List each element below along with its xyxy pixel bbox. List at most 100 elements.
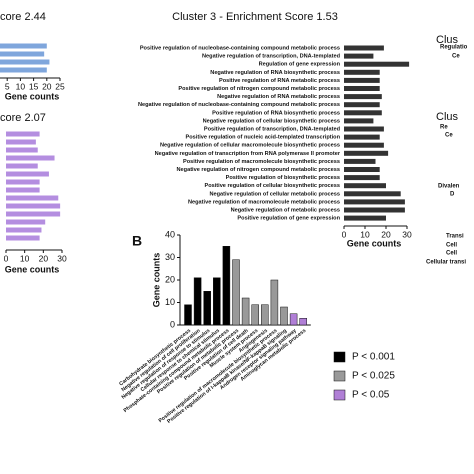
bar <box>344 61 410 67</box>
bar <box>344 110 382 116</box>
cropped-text: Divalen <box>438 184 460 190</box>
category-label: Positive regulation of RNA metabolic pro… <box>219 78 340 84</box>
category-label: Positive regulation of RNA biosynthetic … <box>212 110 340 116</box>
bar <box>344 69 380 75</box>
category-label: Positive regulation of nucleobase-contai… <box>140 45 340 51</box>
bar <box>344 134 380 140</box>
bar <box>344 126 384 132</box>
category-label: Negative regulation of RNA metabolic pro… <box>217 94 340 100</box>
bar <box>344 199 405 205</box>
bar <box>6 131 40 137</box>
bar <box>344 142 384 148</box>
category-label: Negative regulation of metabolic process <box>231 207 340 213</box>
category-label: Negative regulation of cellular metaboli… <box>209 191 340 197</box>
bar <box>344 207 405 213</box>
bar <box>6 195 59 201</box>
bar <box>344 167 380 172</box>
legend-swatch <box>333 351 346 363</box>
x-tick-label: 0 <box>342 229 347 239</box>
cropped-text: Ce <box>452 54 460 60</box>
x-tick-label: 30 <box>402 229 412 239</box>
category-label: Positive regulation of transcription, DN… <box>204 126 341 132</box>
bar <box>203 291 211 326</box>
bar <box>6 171 49 177</box>
bar <box>344 53 374 59</box>
bar <box>6 227 42 233</box>
bar <box>6 147 38 153</box>
y-tick-label: 10 <box>165 297 175 307</box>
category-label: Positive regulation of nitrogen compound… <box>178 86 340 92</box>
x-tick-label: 15 <box>29 81 39 91</box>
bar <box>213 277 221 326</box>
x-axis-label: Gene counts <box>347 238 402 248</box>
cropped-text: Ce <box>445 133 453 139</box>
x-tick-label: 10 <box>16 81 26 91</box>
x-tick-label: 10 <box>360 229 370 239</box>
bar <box>344 77 380 83</box>
bar <box>222 246 231 326</box>
cropped-text: D <box>450 192 455 198</box>
bar <box>251 304 259 326</box>
x-tick-label: 25 <box>55 81 65 91</box>
bar <box>241 297 250 326</box>
bar <box>344 183 386 189</box>
bar <box>344 150 389 156</box>
bar <box>344 102 380 108</box>
category-label: Negative regulation of nitrogen compound… <box>177 167 340 173</box>
bar <box>6 155 55 161</box>
chart-title: Cluster 3 - Enrichment Score 1.53 <box>172 11 338 23</box>
chart-title: core 2.07 <box>0 112 46 124</box>
bar <box>184 304 192 326</box>
category-label: Negative regulation of RNA biosynthetic … <box>210 70 340 76</box>
y-tick-label: 20 <box>165 274 175 284</box>
cropped-text: Clus <box>436 111 459 123</box>
cropped-text: Cellular transi <box>426 260 466 266</box>
x-tick-label: 0 <box>4 253 9 263</box>
bar <box>0 51 45 57</box>
bar <box>6 163 38 169</box>
cropped-text: Re <box>440 125 448 131</box>
category-label: Negative regulation of cellular biosynth… <box>203 118 340 124</box>
legend-label: P < 0.025 <box>352 371 395 382</box>
cropped-text: Cell <box>446 251 457 257</box>
bar <box>0 67 47 73</box>
bar <box>344 45 384 51</box>
bar <box>344 215 386 221</box>
legend-label: P < 0.001 <box>352 352 395 363</box>
legend-swatch <box>333 370 346 382</box>
category-label: Positive regulation of biosynthetic proc… <box>226 175 340 181</box>
bar <box>6 179 40 185</box>
bar <box>344 191 401 197</box>
legend-label: P < 0.05 <box>352 390 390 401</box>
category-label: Negative regulation of transcription, DN… <box>202 54 341 60</box>
y-axis-label: Gene counts <box>151 253 161 308</box>
category-label: Negative regulation of cellular macromol… <box>160 143 340 149</box>
legend-swatch <box>333 389 346 401</box>
category-label: Regulation of gene expression <box>259 62 341 68</box>
y-tick-label: 30 <box>165 252 175 262</box>
category-label: Negative regulation of nucleobase-contai… <box>138 102 340 108</box>
category-label: Negative regulation of transcription fro… <box>155 151 341 157</box>
cropped-text: Transi <box>446 234 464 240</box>
bar <box>344 118 374 124</box>
bar <box>344 158 376 164</box>
category-label: Positive regulation of macromolecule bio… <box>183 159 340 165</box>
bar <box>0 43 47 49</box>
bar <box>299 318 307 326</box>
bar <box>344 175 380 181</box>
bar <box>232 259 240 326</box>
bar <box>344 94 382 100</box>
x-axis-label: Gene counts <box>5 264 60 274</box>
bar <box>6 203 61 209</box>
x-tick-label: 20 <box>39 253 49 263</box>
bar <box>344 86 380 91</box>
category-label: Negative regulation of macromolecule met… <box>188 199 340 205</box>
bar <box>280 306 288 326</box>
bar <box>6 211 61 217</box>
panel-label: B <box>132 233 142 249</box>
bar <box>6 187 40 193</box>
x-tick-label: 10 <box>20 253 30 263</box>
bar <box>6 235 40 241</box>
category-label: Positive regulation of gene expression <box>237 216 340 222</box>
